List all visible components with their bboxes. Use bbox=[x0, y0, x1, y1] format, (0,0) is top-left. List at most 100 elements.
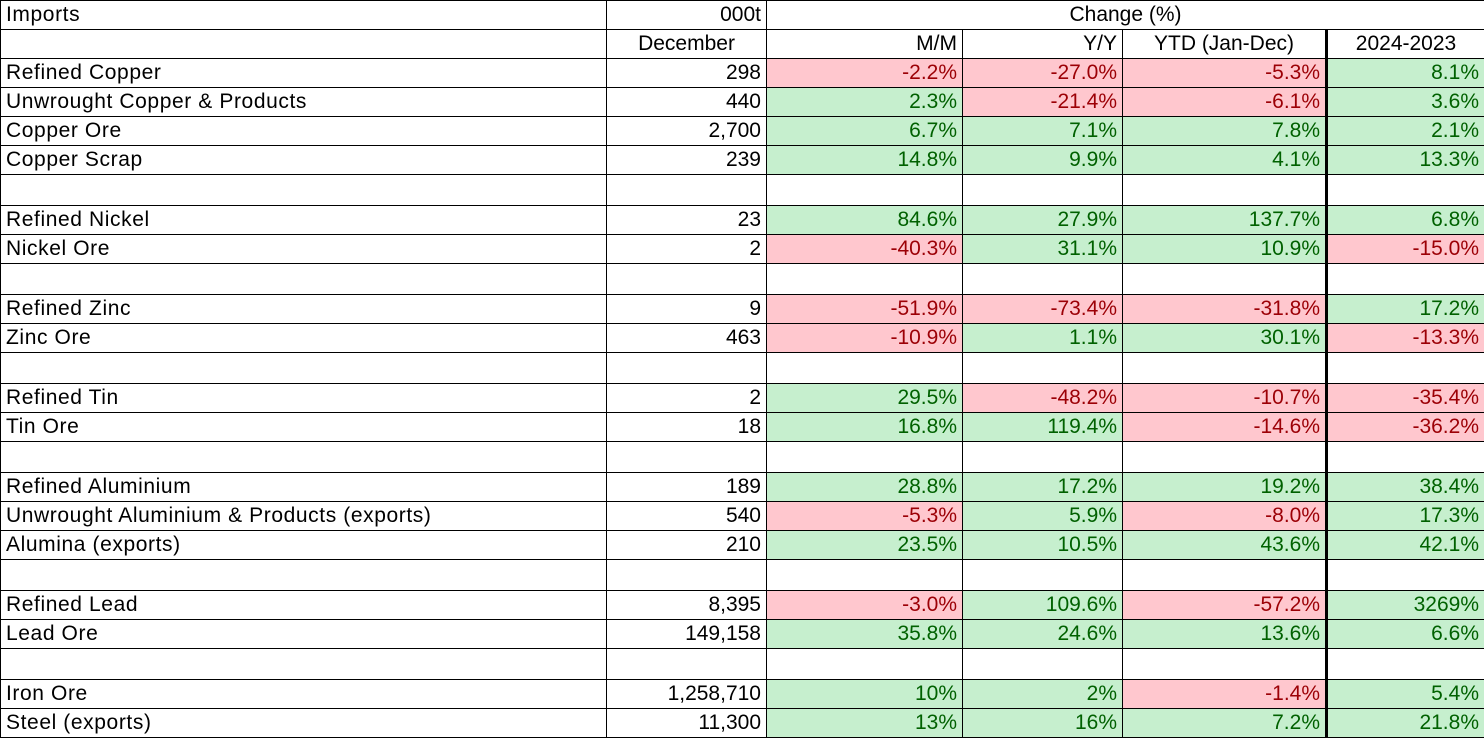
cell-mm[interactable]: -51.9% bbox=[766, 293, 963, 324]
cell-ytd[interactable]: -6.1% bbox=[1122, 86, 1328, 117]
header-ytd[interactable]: YTD (Jan-Dec) bbox=[1122, 28, 1328, 59]
empty-cell[interactable] bbox=[0, 173, 607, 206]
row-label[interactable]: Steel (exports) bbox=[0, 707, 607, 738]
cell-2024-2023[interactable]: 8.1% bbox=[1325, 57, 1484, 88]
empty-cell[interactable] bbox=[606, 351, 767, 384]
cell-ytd[interactable]: 10.9% bbox=[1122, 233, 1328, 264]
cell-ytd[interactable]: 7.8% bbox=[1122, 115, 1328, 146]
cell-2024-2023[interactable]: 3.6% bbox=[1325, 86, 1484, 117]
row-label[interactable]: Nickel Ore bbox=[0, 233, 607, 264]
cell-2024-2023[interactable]: 5.4% bbox=[1325, 678, 1484, 709]
cell-yy[interactable]: 27.9% bbox=[962, 204, 1123, 235]
row-label[interactable]: Refined Aluminium bbox=[0, 471, 607, 502]
cell-ytd[interactable]: -31.8% bbox=[1122, 293, 1328, 324]
header-december[interactable]: December bbox=[606, 28, 767, 59]
row-label[interactable]: Alumina (exports) bbox=[0, 529, 607, 560]
cell-december[interactable]: 189 bbox=[606, 471, 767, 502]
cell-2024-2023[interactable]: 42.1% bbox=[1325, 529, 1484, 560]
empty-cell[interactable] bbox=[1325, 647, 1484, 680]
cell-yy[interactable]: 24.6% bbox=[962, 618, 1123, 649]
cell-ytd[interactable]: -57.2% bbox=[1122, 589, 1328, 620]
empty-cell[interactable] bbox=[1325, 173, 1484, 206]
cell-yy[interactable]: 31.1% bbox=[962, 233, 1123, 264]
cell-2024-2023[interactable]: 6.6% bbox=[1325, 618, 1484, 649]
cell-december[interactable]: 2,700 bbox=[606, 115, 767, 146]
cell-yy[interactable]: 109.6% bbox=[962, 589, 1123, 620]
cell-yy[interactable]: -21.4% bbox=[962, 86, 1123, 117]
header-mm[interactable]: M/M bbox=[766, 28, 963, 59]
row-label[interactable]: Refined Tin bbox=[0, 382, 607, 413]
cell-mm[interactable]: 23.5% bbox=[766, 529, 963, 560]
row-label[interactable]: Copper Scrap bbox=[0, 144, 607, 175]
header-unit[interactable]: 000t bbox=[606, 0, 767, 30]
cell-yy[interactable]: -48.2% bbox=[962, 382, 1123, 413]
cell-ytd[interactable]: -1.4% bbox=[1122, 678, 1328, 709]
cell-yy[interactable]: 2% bbox=[962, 678, 1123, 709]
empty-cell[interactable] bbox=[0, 351, 607, 384]
cell-ytd[interactable]: -5.3% bbox=[1122, 57, 1328, 88]
cell-ytd[interactable]: 13.6% bbox=[1122, 618, 1328, 649]
row-label[interactable]: Copper Ore bbox=[0, 115, 607, 146]
cell-2024-2023[interactable]: -36.2% bbox=[1325, 411, 1484, 442]
header-imports[interactable]: Imports bbox=[0, 0, 607, 30]
empty-cell[interactable] bbox=[962, 173, 1123, 206]
empty-cell[interactable] bbox=[962, 351, 1123, 384]
header-change[interactable]: Change (%) bbox=[766, 0, 1484, 30]
empty-cell[interactable] bbox=[606, 173, 767, 206]
empty-cell[interactable] bbox=[962, 262, 1123, 295]
empty-cell[interactable] bbox=[606, 262, 767, 295]
cell-2024-2023[interactable]: -35.4% bbox=[1325, 382, 1484, 413]
empty-cell[interactable] bbox=[1325, 351, 1484, 384]
row-label[interactable]: Unwrought Aluminium & Products (exports) bbox=[0, 500, 607, 531]
cell-december[interactable]: 239 bbox=[606, 144, 767, 175]
cell-december[interactable]: 11,300 bbox=[606, 707, 767, 738]
cell-mm[interactable]: 14.8% bbox=[766, 144, 963, 175]
cell-december[interactable]: 149,158 bbox=[606, 618, 767, 649]
cell-mm[interactable]: 16.8% bbox=[766, 411, 963, 442]
empty-cell[interactable] bbox=[1122, 262, 1328, 295]
row-label[interactable]: Unwrought Copper & Products bbox=[0, 86, 607, 117]
cell-mm[interactable]: 29.5% bbox=[766, 382, 963, 413]
cell-2024-2023[interactable]: 2.1% bbox=[1325, 115, 1484, 146]
cell-yy[interactable]: 1.1% bbox=[962, 322, 1123, 353]
cell-yy[interactable]: 9.9% bbox=[962, 144, 1123, 175]
row-label[interactable]: Tin Ore bbox=[0, 411, 607, 442]
header-yy[interactable]: Y/Y bbox=[962, 28, 1123, 59]
cell-ytd[interactable]: 43.6% bbox=[1122, 529, 1328, 560]
empty-cell[interactable] bbox=[606, 440, 767, 473]
cell-2024-2023[interactable]: 6.8% bbox=[1325, 204, 1484, 235]
cell-december[interactable]: 440 bbox=[606, 86, 767, 117]
cell-2024-2023[interactable]: 13.3% bbox=[1325, 144, 1484, 175]
row-label[interactable]: Refined Lead bbox=[0, 589, 607, 620]
cell-mm[interactable]: -10.9% bbox=[766, 322, 963, 353]
header-blank-cell[interactable] bbox=[0, 28, 607, 59]
cell-yy[interactable]: 7.1% bbox=[962, 115, 1123, 146]
row-label[interactable]: Zinc Ore bbox=[0, 322, 607, 353]
cell-december[interactable]: 298 bbox=[606, 57, 767, 88]
empty-cell[interactable] bbox=[0, 647, 607, 680]
row-label[interactable]: Refined Nickel bbox=[0, 204, 607, 235]
cell-2024-2023[interactable]: -13.3% bbox=[1325, 322, 1484, 353]
cell-yy[interactable]: -27.0% bbox=[962, 57, 1123, 88]
empty-cell[interactable] bbox=[766, 173, 963, 206]
cell-mm[interactable]: 28.8% bbox=[766, 471, 963, 502]
cell-mm[interactable]: 10% bbox=[766, 678, 963, 709]
cell-december[interactable]: 463 bbox=[606, 322, 767, 353]
cell-mm[interactable]: -40.3% bbox=[766, 233, 963, 264]
cell-yy[interactable]: 16% bbox=[962, 707, 1123, 738]
empty-cell[interactable] bbox=[0, 262, 607, 295]
cell-ytd[interactable]: 19.2% bbox=[1122, 471, 1328, 502]
empty-cell[interactable] bbox=[1122, 440, 1328, 473]
cell-mm[interactable]: -3.0% bbox=[766, 589, 963, 620]
cell-mm[interactable]: -5.3% bbox=[766, 500, 963, 531]
empty-cell[interactable] bbox=[1122, 558, 1328, 591]
cell-december[interactable]: 8,395 bbox=[606, 589, 767, 620]
cell-mm[interactable]: 35.8% bbox=[766, 618, 963, 649]
cell-december[interactable]: 18 bbox=[606, 411, 767, 442]
row-label[interactable]: Lead Ore bbox=[0, 618, 607, 649]
row-label[interactable]: Refined Zinc bbox=[0, 293, 607, 324]
empty-cell[interactable] bbox=[766, 558, 963, 591]
cell-mm[interactable]: 6.7% bbox=[766, 115, 963, 146]
cell-yy[interactable]: 17.2% bbox=[962, 471, 1123, 502]
cell-ytd[interactable]: -10.7% bbox=[1122, 382, 1328, 413]
